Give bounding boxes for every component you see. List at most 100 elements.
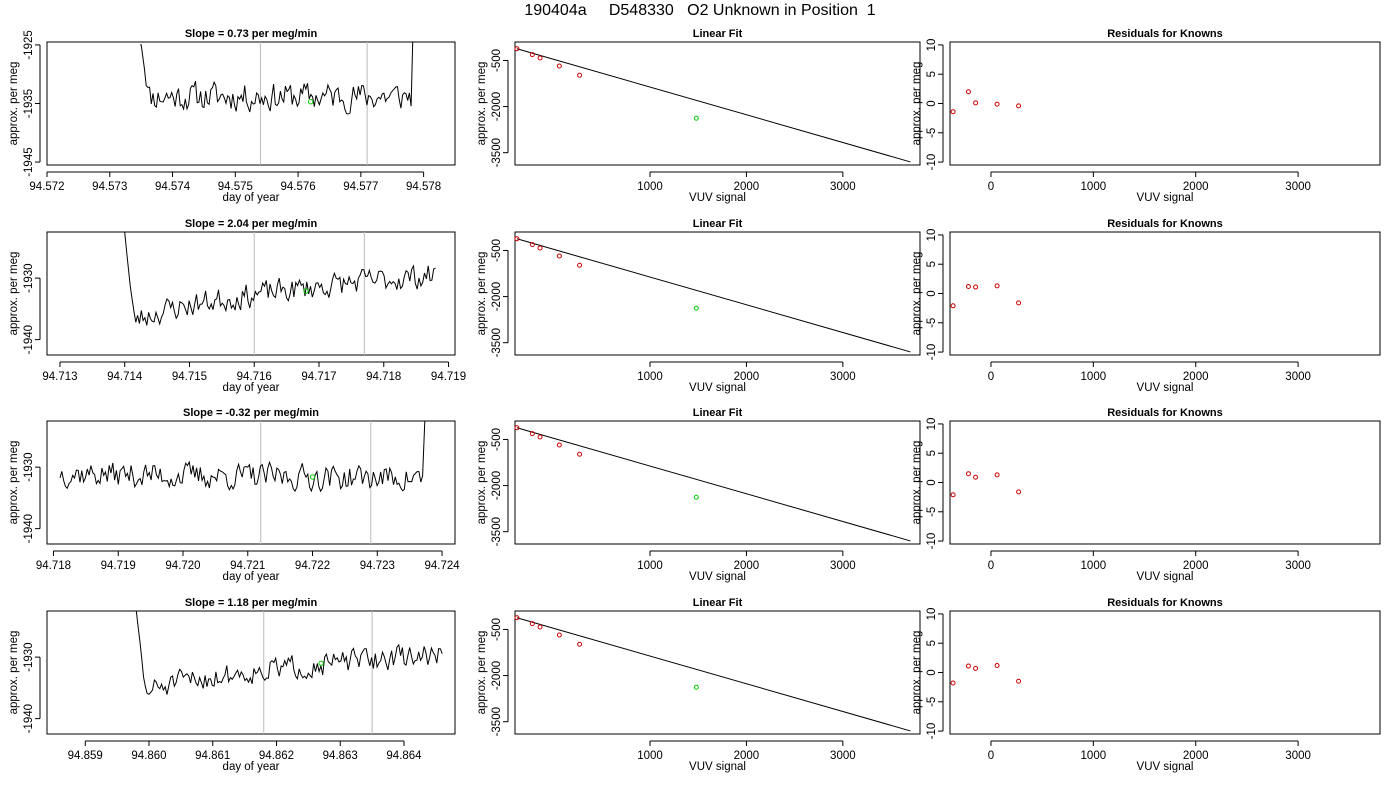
x-tick-label: 94.716 [237,371,272,383]
x-tick-label: 94.863 [323,750,358,762]
x-tick-label: 94.572 [29,181,64,193]
unknown-point [693,115,699,121]
y-tick-label: 10 [926,608,938,621]
x-tick-label: 94.577 [343,181,378,193]
y-tick-label: -2000 [491,282,503,311]
residual-point [965,283,971,289]
plot-frame [46,41,456,166]
unknown-point [303,288,309,294]
x-tick-label: 2000 [734,750,760,762]
plot-frame [46,231,456,356]
x-tick-label: 3000 [830,371,856,383]
y-tick-label: -10 [926,533,938,550]
plot-frame [514,231,921,356]
y-tick-label: -3500 [491,138,503,167]
y-tick-label: 5 [926,261,938,267]
known-point [537,245,543,251]
data-series-line [135,611,443,695]
chart-panel-residuals: Residuals for Knowns 0 1000 2000 3000 VUV sig… [911,218,1381,394]
x-tick-label: 94.864 [386,750,422,762]
x-tick-label: 0 [988,371,994,383]
y-tick-label: -10 [926,344,938,361]
y-tick-label: -5 [926,507,938,517]
x-tick-label: 94.573 [92,181,127,193]
panel-title: Linear Fit [693,407,743,419]
x-axis-label: VUV signal [689,571,746,583]
data-series-line [140,42,414,115]
x-tick-label: 94.859 [68,750,103,762]
y-tick-label: -1930 [23,263,35,292]
chart-panel-timeseries: Slope = -0.32 per meg/min 94.718 94.719 94.… [8,407,460,583]
y-tick-label: -3500 [491,328,503,357]
known-point [556,253,562,259]
known-point [514,615,520,621]
y-tick-label: 0 [926,669,938,675]
panel-title: Slope = 0.73 per meg/min [185,28,318,40]
x-tick-label: 1000 [1081,181,1107,193]
chart-panel-linear_fit: Linear Fit 1000 2000 3000 VUV signal -500 -200… [476,407,921,583]
plot-frame [514,420,921,545]
chart-panel-residuals: Residuals for Knowns 0 1000 2000 3000 VUV sig… [911,597,1381,773]
residual-point [1016,678,1022,684]
unknown-point [693,684,699,690]
x-axis-label: VUV signal [1137,571,1194,583]
y-axis-label: approx. per meg [911,62,923,146]
x-tick-label: 2000 [734,560,760,572]
x-tick-label: 2000 [1183,371,1209,383]
x-tick-label: 3000 [830,750,856,762]
known-point [514,236,520,242]
x-tick-label: 3000 [1285,560,1311,572]
y-tick-label: -5 [926,697,938,707]
y-tick-label: -500 [491,618,503,641]
x-tick-label: 94.720 [165,560,200,572]
y-tick-label: -2000 [491,661,503,690]
residual-point [973,474,979,480]
x-tick-label: 2000 [1183,560,1209,572]
known-point [577,641,583,647]
panel-title: Slope = 1.18 per meg/min [185,597,318,609]
y-axis-label: approx. per meg [8,631,20,715]
panel-title: Slope = -0.32 per meg/min [183,407,319,419]
known-point [556,63,562,69]
x-axis-label: VUV signal [1137,761,1194,773]
x-tick-label: 2000 [734,181,760,193]
y-tick-label: 5 [926,640,938,646]
x-axis-label: day of year [223,571,280,583]
x-axis-label: VUV signal [689,382,746,394]
residual-point [950,492,956,498]
x-tick-label: 94.723 [360,560,395,572]
known-point [514,46,520,52]
y-tick-label: -1945 [23,147,35,176]
y-axis-label: approx. per meg [911,441,923,525]
x-tick-label: 3000 [1285,181,1311,193]
unknown-point [693,494,699,500]
residual-point [994,101,1000,107]
y-tick-label: -10 [926,723,938,740]
y-axis-label: approx. per meg [476,252,488,336]
chart-panel-residuals: Residuals for Knowns 0 1000 2000 3000 VUV sig… [911,28,1381,204]
y-tick-label: -500 [491,239,503,262]
residual-point [973,665,979,671]
y-tick-label: 0 [926,100,938,106]
x-axis-label: VUV signal [689,192,746,204]
x-tick-label: 2000 [734,371,760,383]
plot-frame [46,420,456,545]
y-axis-label: approx. per meg [476,631,488,715]
residual-point [950,680,956,686]
x-tick-label: 94.860 [131,750,166,762]
x-tick-label: 0 [988,560,994,572]
known-point [537,434,543,440]
y-tick-label: -2000 [491,92,503,121]
residual-point [965,471,971,477]
known-point [529,242,535,248]
panel-title: Residuals for Knowns [1107,407,1223,419]
y-tick-label: -3500 [491,517,503,546]
y-tick-label: -1940 [23,514,35,543]
x-tick-label: 3000 [830,181,856,193]
x-tick-label: 1000 [637,371,663,383]
x-tick-label: 2000 [1183,181,1209,193]
plot-frame [514,610,921,735]
residual-point [950,109,956,115]
y-axis-label: approx. per meg [911,631,923,715]
known-point [577,451,583,457]
